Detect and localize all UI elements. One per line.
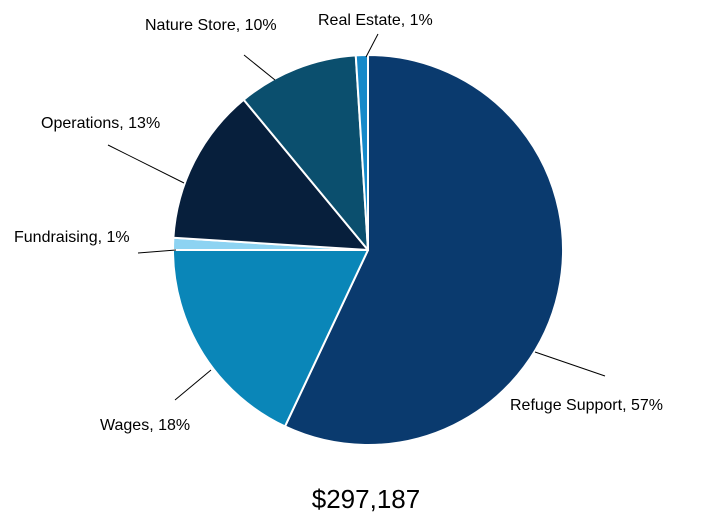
pie-slice-wages: [172, 249, 369, 428]
leader-line-wages: [174, 369, 212, 401]
pie-slice-nature-store: [242, 54, 369, 251]
pie-slices: [171, 53, 564, 446]
slice-label-operations: Operations, 13%: [41, 115, 160, 132]
leader-line-real-estate: [365, 33, 379, 58]
pie-slice-operations: [172, 98, 369, 251]
slice-label-nature-store: Nature Store, 10%: [145, 17, 277, 34]
leader-line-nature-store: [243, 54, 276, 81]
leader-lines: [107, 33, 606, 401]
pie-slice-real-estate: [354, 53, 369, 251]
slice-label-wages: Wages, 18%: [100, 417, 190, 434]
leader-line-refuge-support: [534, 351, 606, 377]
slice-labels: Refuge Support, 57% Wages, 18% Fundraising…: [14, 12, 663, 434]
leader-line-operations: [107, 144, 185, 184]
leader-line-fundraising: [137, 249, 177, 254]
total-amount: $297,187: [312, 484, 420, 514]
pie-slice-refuge-support: [283, 54, 564, 446]
slice-label-refuge-support: Refuge Support, 57%: [510, 397, 663, 414]
slice-label-fundraising: Fundraising, 1%: [14, 229, 130, 246]
slice-label-real-estate: Real Estate, 1%: [318, 12, 433, 29]
